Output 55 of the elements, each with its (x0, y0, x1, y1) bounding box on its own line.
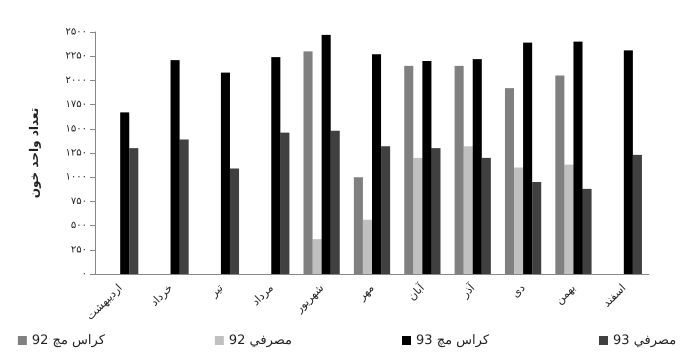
x-tick-label: آبان (404, 280, 428, 303)
bar (514, 168, 524, 274)
x-tick-label: آذر (457, 280, 478, 301)
bar (170, 60, 180, 274)
x-tick-label: خرداد (148, 281, 176, 309)
bar (413, 158, 422, 274)
bar (271, 57, 280, 274)
bar (381, 146, 390, 274)
bar (220, 72, 230, 274)
bar (280, 132, 290, 274)
legend-label: 92 مصرفي (228, 333, 292, 348)
y-tick-label: ۰ (82, 268, 87, 280)
y-tick-label: ۱۰۰۰ (66, 172, 87, 183)
bar (312, 239, 322, 274)
x-tick-label: شهریور (292, 281, 326, 316)
bar (532, 182, 542, 274)
bar (472, 59, 482, 274)
legend-label: 93 کراس مچ (416, 333, 490, 348)
y-axis-title: تعداد واحد خون (27, 108, 41, 198)
bar (422, 61, 432, 274)
y-tick-label: ۱۲۵۰ (66, 148, 87, 158)
x-tick-label: اسفند (600, 281, 628, 310)
bar (482, 158, 491, 274)
x-tick-label: دی (508, 281, 528, 300)
bar (372, 54, 382, 274)
y-tick-label: ۲۲۵۰ (66, 50, 87, 62)
bar (322, 34, 331, 274)
bar (362, 220, 372, 274)
y-tick-label: ۱۵۰۰ (66, 123, 87, 134)
bar (464, 146, 473, 274)
y-tick-label: ۱۷۵۰ (66, 99, 87, 110)
x-tick-label: تیر (206, 281, 226, 300)
x-tick-label: اردیبهشت (84, 281, 125, 323)
legend-label: 92 کراس مچ (32, 333, 106, 348)
bar (129, 148, 138, 274)
bar (564, 164, 574, 274)
bar (624, 50, 633, 274)
bar (632, 154, 642, 274)
y-tick-label: ۵۰۰ (70, 220, 87, 232)
y-tick-label: ۲۰۰۰ (66, 74, 87, 86)
x-tick-label: مرداد (249, 281, 276, 308)
legend-label: 93 مصرفي (613, 333, 676, 348)
x-tick-label: بهمن (552, 281, 578, 307)
bar (431, 148, 440, 274)
bar (180, 139, 189, 274)
y-tick-label: ۷۵۰ (70, 196, 87, 207)
bar (330, 130, 340, 274)
y-tick-label: ۲۵۰۰ (66, 26, 87, 38)
bar (582, 188, 592, 274)
bar (573, 42, 583, 274)
bar (523, 42, 532, 274)
bar (230, 168, 240, 274)
bar (120, 112, 130, 274)
y-tick-label: ۲۵۰ (70, 244, 87, 256)
x-tick-label: مهر (354, 281, 377, 304)
